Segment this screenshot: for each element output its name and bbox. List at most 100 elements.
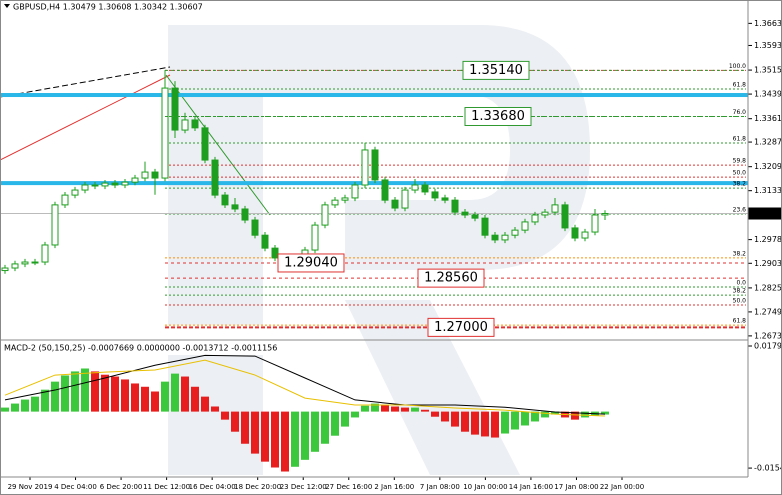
x-tick-label: 11 Dec 12:00 (143, 483, 190, 491)
macd-bar (521, 411, 529, 426)
macd-bar (491, 411, 499, 438)
x-tick-label: 23 Dec 12:00 (280, 483, 327, 491)
x-tick-label: 14 Jan 16:00 (509, 483, 553, 491)
macd-bar (361, 405, 369, 412)
candle-body (351, 184, 359, 199)
candle-body (151, 171, 159, 179)
plot: 1.36630 1.35930 1.35150 1.34390 1.33610 1.328… (0, 19, 782, 491)
macd-bar (531, 411, 539, 422)
macd-bar (281, 411, 289, 472)
macd-bar (551, 411, 559, 415)
candle-body (321, 204, 329, 226)
candle-body (311, 224, 319, 251)
macd-bar (541, 411, 549, 418)
level-band (0, 93, 748, 98)
candle-body (371, 149, 379, 181)
candle-body (171, 87, 179, 131)
candle-body (531, 214, 539, 223)
macd-bar (391, 406, 399, 412)
fib-label: 59.8 (733, 158, 747, 165)
macd-bar (581, 411, 589, 418)
candle-body (211, 159, 219, 196)
macd-bar (21, 399, 29, 412)
macd-bar (261, 411, 269, 462)
macd-bar (421, 409, 429, 412)
macd-bar (311, 411, 319, 452)
macd-bar (11, 403, 19, 412)
macd-bar (51, 381, 59, 412)
macd-bar (91, 371, 99, 412)
macd-bar (571, 411, 579, 420)
candle-body (81, 184, 89, 191)
macd-bar (501, 411, 509, 434)
y-tick-label: -0.01546 (754, 464, 782, 473)
candle-body (51, 204, 59, 246)
x-tick-label: 4 Dec 04:00 (54, 483, 97, 491)
candle-body (391, 199, 399, 209)
y-tick-label: 1.33610 (754, 114, 782, 123)
y-tick-label: 1.36630 (754, 19, 782, 28)
candle-body (11, 263, 19, 269)
candle-body (71, 189, 79, 196)
y-tick-label: 1.28250 (754, 283, 782, 292)
candle-body (1, 267, 9, 272)
fib-label: 76.0 (733, 109, 747, 116)
fib-label: 38.2 (733, 181, 747, 188)
macd-bar (481, 411, 489, 437)
y-tick-label: 1.29030 (754, 259, 782, 268)
macd-bar (451, 411, 459, 427)
candle-body (121, 181, 129, 186)
macd-bar (241, 411, 249, 444)
fib-label: 38.2 (733, 250, 747, 257)
macd-bar (201, 396, 209, 412)
current-price-tag (748, 207, 782, 220)
candle-body (381, 179, 389, 201)
y-tick-label: 1.31330 (754, 186, 782, 195)
y-tick-label: 1.32870 (754, 138, 782, 147)
candle-body (471, 214, 479, 219)
candle-body (181, 119, 189, 131)
candle-body (441, 197, 449, 201)
candle-body (61, 194, 69, 206)
x-tick-label: 16 Dec 04:00 (189, 483, 236, 491)
macd-bar (121, 379, 129, 412)
candle-body (541, 211, 549, 216)
candle-body (361, 149, 369, 186)
candle-body (411, 184, 419, 191)
macd-bar (511, 411, 519, 430)
header-marker (4, 4, 10, 8)
macd-bar (291, 411, 299, 467)
current-price-label: 1.30607 (751, 209, 782, 218)
macd-bar (381, 404, 389, 412)
candle-body (431, 191, 439, 199)
candle-body (251, 219, 259, 236)
x-tick-label: 22 Jan 00:00 (600, 483, 644, 491)
candle-body (131, 177, 139, 183)
macd-bar (461, 411, 469, 432)
candle-body (481, 217, 489, 236)
macd-bar (441, 411, 449, 422)
macd-line (4, 359, 606, 417)
candle-body (191, 119, 199, 129)
macd-bar (61, 375, 69, 412)
macd-bar (41, 389, 49, 412)
x-tick-label: 29 Nov 2019 (8, 483, 53, 491)
candle-body (261, 234, 269, 249)
candle-body (401, 189, 409, 209)
x-tick-label: 6 Dec 20:00 (100, 483, 143, 491)
macd-bar (401, 407, 409, 412)
macd-bar (351, 411, 359, 418)
fib-label: 61.8 (733, 136, 747, 143)
macd-bar (321, 411, 329, 444)
price-box-label: 1.33680 (471, 109, 525, 124)
macd-bar (331, 411, 339, 436)
x-tick-label: 27 Dec 16:00 (325, 483, 372, 491)
price-box-label: 1.27000 (434, 320, 488, 335)
level-band (0, 181, 748, 186)
candle-body (231, 204, 239, 210)
macd-bar (471, 411, 479, 435)
macd-bar (221, 411, 229, 420)
candle-body (551, 204, 559, 213)
